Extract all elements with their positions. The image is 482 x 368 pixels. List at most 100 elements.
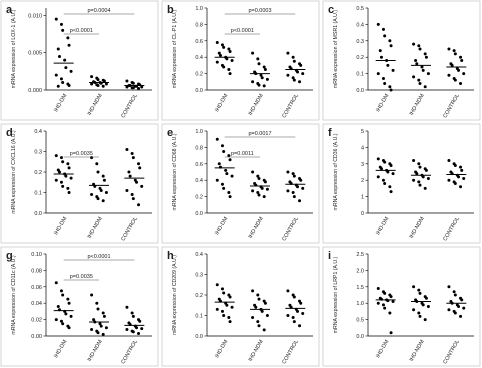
- data-point: [130, 152, 134, 156]
- data-point: [54, 73, 58, 77]
- data-point: [131, 330, 135, 334]
- data-point: [291, 55, 295, 59]
- x-tick-label: CONTROL: [281, 339, 300, 365]
- y-tick-label: 0.3: [34, 150, 42, 156]
- p-value: p<0.0001: [231, 28, 254, 34]
- data-point: [381, 303, 385, 307]
- data-point: [64, 66, 68, 70]
- data-point: [260, 186, 264, 190]
- y-tick-label: 0.6: [195, 162, 203, 168]
- data-point: [286, 289, 290, 293]
- y-tick-label: 1.0: [195, 6, 203, 12]
- y-tick-label: 0.000: [28, 88, 42, 94]
- data-point: [453, 293, 457, 297]
- data-point: [417, 78, 421, 82]
- panel-frame: [322, 0, 481, 121]
- data-point: [447, 285, 451, 289]
- panel-letter: i: [328, 250, 331, 262]
- y-tick-label: 0.06: [31, 285, 42, 291]
- data-point: [391, 68, 395, 72]
- data-point: [98, 322, 102, 326]
- data-point: [459, 55, 463, 59]
- x-tick-label: CONTROL: [281, 93, 300, 119]
- data-point: [137, 162, 141, 166]
- y-tick-label: 0.2: [356, 55, 364, 61]
- panel-frame: [322, 123, 481, 244]
- data-point: [215, 283, 219, 287]
- data-point: [447, 47, 451, 51]
- data-point: [66, 297, 70, 301]
- data-point: [424, 296, 428, 300]
- data-point: [96, 331, 100, 335]
- x-tick-label: CONTROL: [120, 93, 139, 119]
- data-point: [412, 285, 416, 289]
- y-tick-label: 0.10: [31, 252, 42, 258]
- data-point: [125, 147, 129, 151]
- data-point: [391, 300, 395, 304]
- data-point: [218, 54, 222, 58]
- data-point: [90, 327, 94, 331]
- data-point: [379, 167, 383, 171]
- data-point: [421, 175, 425, 179]
- data-point: [389, 295, 393, 299]
- data-point: [459, 81, 463, 85]
- data-point: [135, 326, 139, 330]
- y-tick-label: 0.4: [195, 252, 203, 258]
- y-tick-label: 0.04: [31, 301, 42, 307]
- data-point: [56, 304, 60, 308]
- panel-letter: f: [328, 127, 332, 139]
- data-point: [417, 44, 421, 48]
- data-point: [292, 320, 296, 324]
- data-point: [453, 181, 457, 185]
- data-point: [460, 58, 464, 62]
- y-tick-label: 0.3: [195, 273, 203, 279]
- data-point: [215, 178, 219, 182]
- data-point: [222, 314, 226, 317]
- y-tick-label: 2.0: [356, 268, 364, 274]
- data-point: [263, 68, 267, 71]
- data-point: [259, 73, 263, 77]
- y-tick-label: 0.0: [195, 88, 203, 94]
- y-tick-label: 0.005: [28, 51, 42, 57]
- data-point: [423, 85, 427, 89]
- data-point: [125, 188, 129, 192]
- panel-frame: [161, 0, 320, 121]
- data-point: [135, 180, 139, 184]
- data-point: [256, 320, 260, 324]
- x-tick-label: IHD-DM: [53, 339, 68, 360]
- x-tick-label: CONTROL: [442, 93, 461, 119]
- data-point: [462, 72, 466, 76]
- y-axis-label: mRNA expression of CL-P1 (A.U.): [172, 10, 178, 89]
- data-point: [462, 306, 466, 310]
- data-point: [251, 80, 255, 84]
- data-point: [215, 137, 219, 141]
- data-point: [421, 303, 425, 307]
- data-point: [228, 195, 232, 199]
- x-tick-label: IHD-DM: [375, 93, 390, 114]
- panel-letter: e: [167, 127, 173, 139]
- y-tick-label: 0.2: [195, 195, 203, 201]
- data-point: [225, 303, 229, 307]
- x-tick-label: IHD-DM: [53, 93, 68, 114]
- data-point: [426, 177, 430, 181]
- data-point: [67, 166, 71, 170]
- data-point: [59, 180, 63, 184]
- y-axis-label: mRNA expression of LRP1 (A.U.): [333, 256, 339, 333]
- data-point: [292, 295, 296, 299]
- data-point: [137, 87, 141, 91]
- y-tick-label: 0.010: [28, 13, 42, 19]
- data-point: [291, 191, 295, 194]
- data-point: [131, 197, 135, 201]
- data-point: [459, 314, 463, 318]
- data-point: [215, 307, 219, 311]
- data-point: [69, 314, 73, 318]
- data-point: [417, 311, 421, 315]
- data-point: [228, 158, 232, 162]
- data-point: [54, 17, 58, 21]
- y-tick-label: 0.5: [356, 6, 364, 12]
- data-point: [447, 159, 451, 163]
- y-tick-label: 0.4: [195, 55, 203, 61]
